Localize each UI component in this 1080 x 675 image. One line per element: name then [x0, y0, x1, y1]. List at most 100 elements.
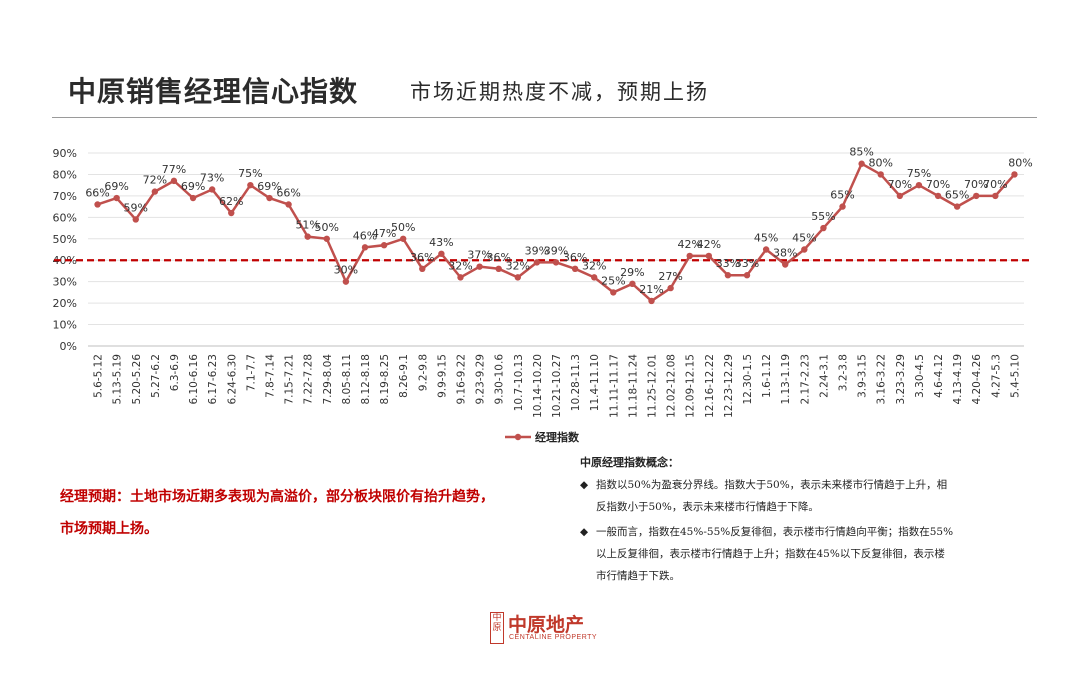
data-point	[304, 233, 311, 240]
data-point	[686, 252, 693, 260]
data-point	[953, 203, 961, 210]
data-point	[801, 246, 808, 253]
data-label: 43%	[429, 236, 453, 249]
data-label: 69%	[257, 180, 281, 193]
data-point	[228, 209, 235, 217]
logo-name-cn: 中原地产	[508, 614, 585, 636]
x-tick-label: 8.05-8.11	[341, 354, 353, 405]
x-tick-label: 9.16-9.22	[455, 354, 467, 405]
x-tick-label: 9.2-9.8	[417, 354, 429, 391]
x-tick-label: 2.24-3.1	[818, 354, 830, 398]
data-point	[380, 242, 388, 249]
data-point	[533, 259, 541, 266]
data-label: 73%	[200, 171, 224, 184]
data-label: 66%	[85, 186, 109, 199]
data-point	[361, 244, 369, 251]
legend-label: 经理指数	[535, 430, 580, 444]
data-point	[667, 284, 674, 292]
x-tick-label: 6.3-6.9	[169, 354, 181, 391]
x-tick-label: 6.10-6.16	[188, 354, 200, 405]
data-label: 65%	[830, 189, 854, 202]
series-line	[97, 162, 1016, 303]
x-tick-label: 11.11-11.17	[608, 354, 620, 418]
data-label: 72%	[143, 174, 167, 187]
data-point	[457, 274, 464, 281]
bullet-icon: ◆	[580, 526, 589, 538]
line-chart: 0%10%20%30%40%50%60%70%80%90%5.6-5.12 5.1…	[53, 146, 1033, 444]
x-tick-label: 3.30-4.5	[914, 354, 926, 398]
data-point	[247, 181, 254, 189]
data-label: 75%	[907, 167, 931, 180]
bullet-icon: ◆	[580, 479, 589, 491]
data-label: 36%	[486, 251, 510, 264]
data-point	[743, 272, 751, 279]
x-tick-label: 5.13-5.19	[112, 354, 124, 405]
data-label: 42%	[697, 238, 721, 251]
logo-name-en: CENTALINE PROPERTY	[509, 634, 598, 641]
data-point	[782, 261, 789, 268]
data-point	[915, 181, 923, 189]
data-label: 66%	[276, 186, 300, 199]
data-point	[839, 203, 846, 210]
x-tick-label: 5.20-5.26	[131, 354, 143, 405]
x-tick-label: 7.22-7.28	[303, 354, 315, 405]
data-label: 85%	[849, 146, 873, 159]
data-point	[724, 272, 732, 279]
data-point	[877, 171, 884, 178]
data-label: 32%	[448, 259, 472, 272]
expectation-note-line2: 市场预期上扬。	[60, 521, 158, 537]
data-point	[629, 280, 636, 288]
definition-line: 反指数小于50%，表示未来楼市行情趋于下降。	[596, 501, 819, 513]
y-tick-label: 70%	[53, 190, 77, 203]
data-label: 75%	[238, 167, 262, 180]
data-label: 65%	[945, 189, 969, 202]
data-label: 32%	[582, 259, 606, 272]
data-point	[419, 265, 426, 272]
data-label: 47%	[372, 227, 396, 240]
data-point	[495, 265, 502, 272]
data-point	[591, 274, 598, 281]
x-tick-label: 12.09-12.15	[685, 354, 697, 418]
data-label: 33%	[735, 257, 759, 270]
data-label: 25%	[601, 274, 625, 287]
x-tick-label: 9.9-9.15	[436, 354, 448, 398]
y-tick-label: 0%	[60, 340, 77, 353]
data-point	[992, 192, 999, 200]
data-label: 59%	[124, 201, 148, 214]
page-subtitle: 市场近期热度不减，预期上扬	[410, 80, 709, 104]
data-label: 42%	[677, 238, 701, 251]
data-label: 29%	[620, 266, 644, 279]
data-label: 50%	[391, 221, 415, 234]
definition-title: 中原经理指数概念：	[580, 456, 679, 469]
page-title: 中原销售经理信心指数	[68, 75, 359, 108]
data-label: 69%	[104, 180, 128, 193]
x-tick-label: 7.8-7.14	[264, 354, 276, 398]
definition-line: 指数以50%为盈衰分界线。指数大于50%，表示未来楼市行情趋于上升，相	[596, 479, 948, 491]
y-tick-label: 50%	[53, 233, 77, 246]
data-label: 69%	[181, 180, 205, 193]
data-label: 36%	[410, 251, 434, 264]
data-label: 62%	[219, 195, 243, 208]
data-point	[571, 265, 579, 272]
x-tick-label: 5.6-5.12	[93, 354, 105, 398]
data-label: 33%	[716, 257, 740, 270]
x-tick-label: 1.13-1.19	[780, 354, 792, 405]
y-tick-label: 30%	[53, 276, 77, 289]
x-tick-label: 12.16-12.22	[704, 354, 716, 418]
x-tick-label: 8.26-9.1	[398, 354, 410, 398]
data-point	[896, 192, 904, 200]
data-label: 55%	[811, 210, 835, 223]
data-point	[342, 278, 350, 285]
y-tick-label: 60%	[53, 211, 77, 224]
x-tick-label: 12.02-12.08	[666, 354, 678, 418]
x-tick-label: 10.21-10.27	[551, 354, 563, 418]
data-point	[820, 224, 827, 232]
x-tick-label: 3.23-3.29	[895, 354, 907, 405]
data-point	[170, 177, 178, 185]
data-label: 70%	[926, 178, 950, 191]
legend-marker	[514, 433, 522, 441]
data-label: 39%	[544, 244, 568, 257]
x-tick-label: 5.27-6.2	[150, 354, 162, 398]
data-point	[113, 194, 120, 202]
x-tick-label: 4.13-4.19	[952, 354, 964, 405]
